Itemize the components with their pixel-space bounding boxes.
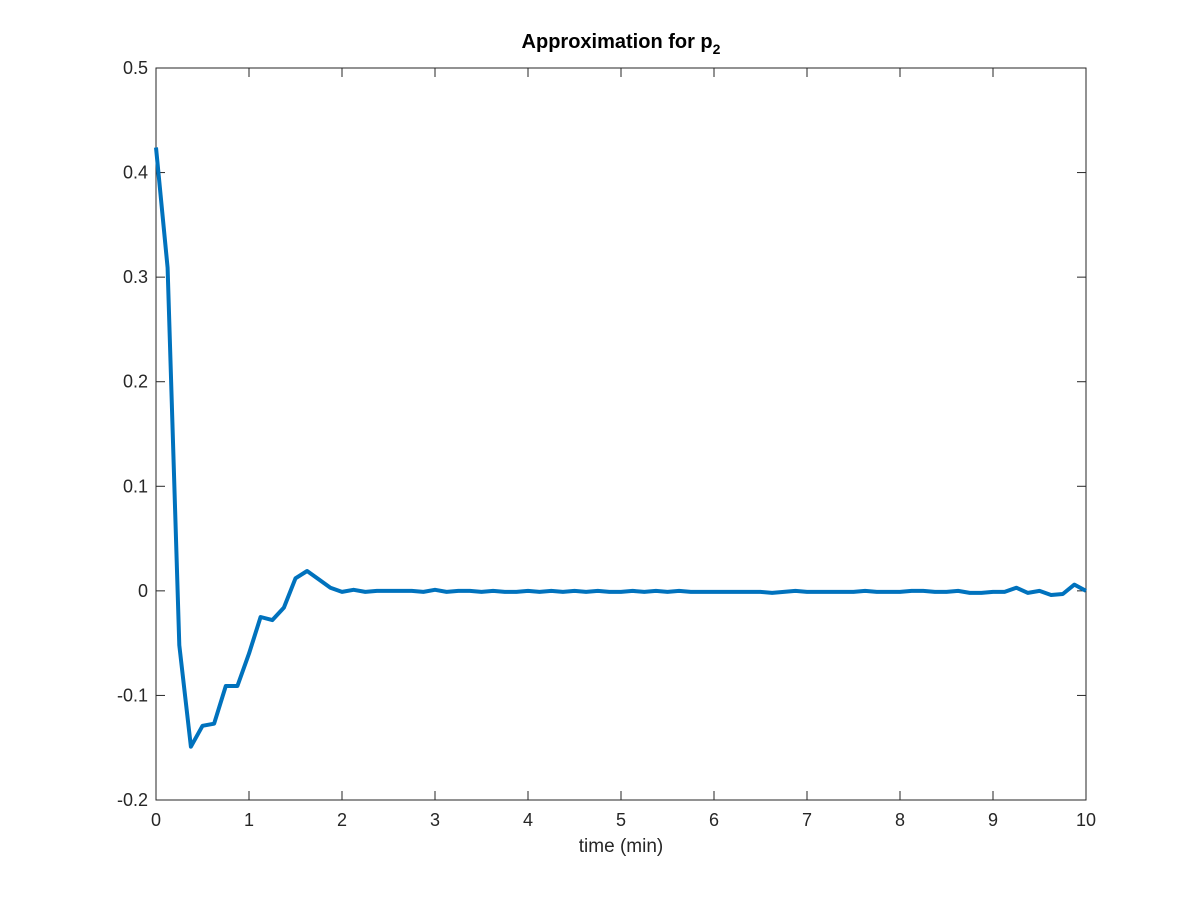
y-tick-label: 0.3 bbox=[123, 267, 148, 287]
x-tick-label: 3 bbox=[430, 810, 440, 830]
y-tick-label: 0.4 bbox=[123, 163, 148, 183]
x-tick-label: 10 bbox=[1076, 810, 1096, 830]
y-tick-label: -0.1 bbox=[117, 685, 148, 705]
x-tick-label: 8 bbox=[895, 810, 905, 830]
x-tick-label: 1 bbox=[244, 810, 254, 830]
x-tick-label: 0 bbox=[151, 810, 161, 830]
x-tick-label: 5 bbox=[616, 810, 626, 830]
y-tick-label: 0.1 bbox=[123, 476, 148, 496]
x-tick-label: 4 bbox=[523, 810, 533, 830]
plot-area: 0 1 2 3 4 5 6 7 8 9 10 -0.2 -0.1 0 0.1 0.2 0.3 0.4 0.5 bbox=[117, 58, 1096, 830]
axes-box bbox=[155, 67, 1087, 801]
chart-title-main: Approximation for p bbox=[522, 31, 713, 53]
x-tick-label: 9 bbox=[988, 810, 998, 830]
chart-title: Approximation for p2 bbox=[522, 31, 721, 57]
x-tick-label: 6 bbox=[709, 810, 719, 830]
y-tick-label: 0 bbox=[138, 581, 148, 601]
y-tick-label: 0.5 bbox=[123, 58, 148, 78]
y-tick-label: 0.2 bbox=[123, 372, 148, 392]
x-tick-label: 2 bbox=[337, 810, 347, 830]
y-tick-label: -0.2 bbox=[117, 790, 148, 810]
x-axis-label: time (min) bbox=[579, 836, 663, 857]
x-tick-label: 7 bbox=[802, 810, 812, 830]
series-line bbox=[154, 147, 1087, 749]
chart-title-subscript: 2 bbox=[713, 41, 721, 57]
